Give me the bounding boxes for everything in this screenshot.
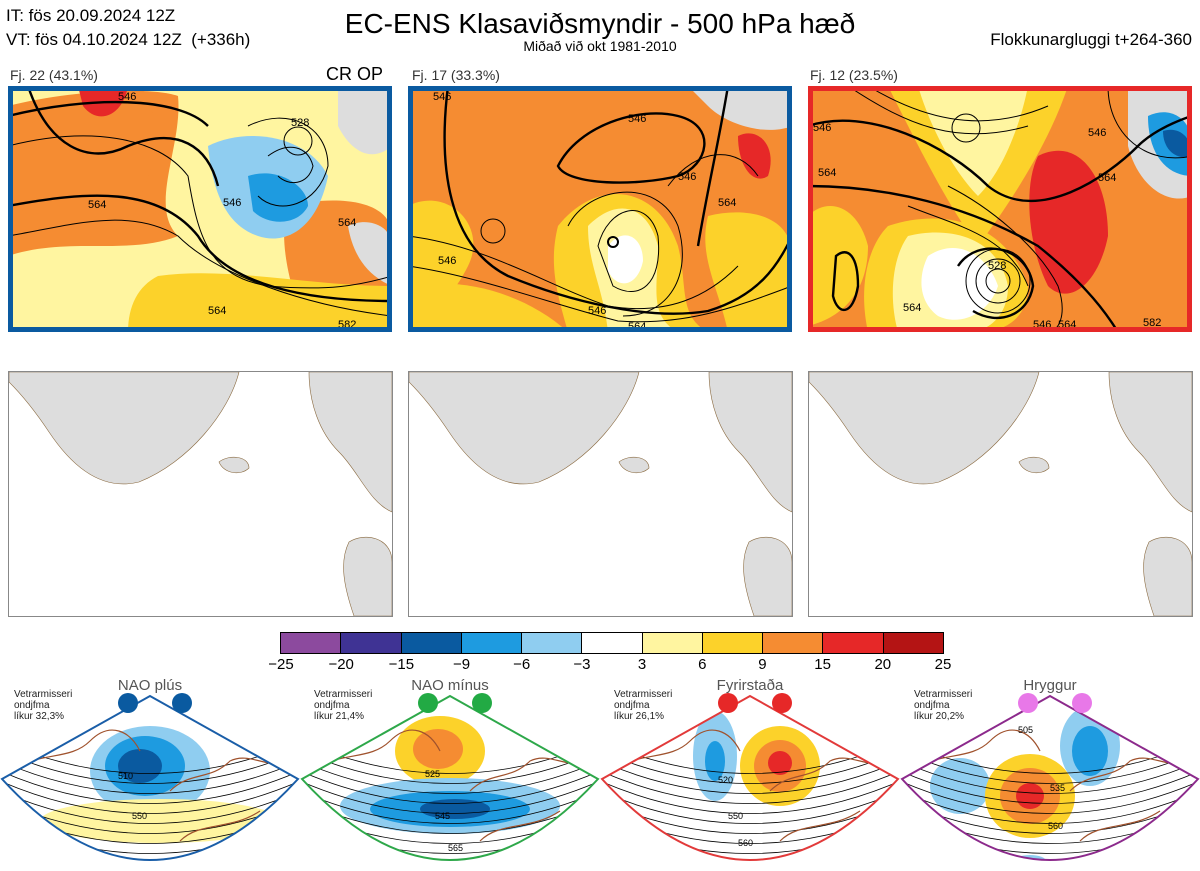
regime-note: Vetrarmisseri ondjfma líkur 20,2% <box>914 689 973 722</box>
cluster-1-frame <box>8 86 392 332</box>
colorbar-swatch <box>340 633 401 653</box>
colorbar-swatch <box>822 633 883 653</box>
cluster-1-contour-label: 564 <box>208 305 226 317</box>
cluster-1-contour-label: 528 <box>291 117 309 129</box>
colorbar-tick-label: 6 <box>698 656 707 673</box>
colorbar <box>280 632 944 654</box>
blank-map-1 <box>8 371 393 617</box>
cluster-1-label: Fj. 22 (43.1%) <box>10 67 98 83</box>
cluster-2-label: Fj. 17 (33.3%) <box>412 67 500 83</box>
valid-time: VT: fös 04.10.2024 12Z (+336h) <box>6 30 251 49</box>
regime-contour-label: 565 <box>448 843 463 853</box>
cluster-3-map: 546 546 564 564 528 564 546 564 582 <box>808 86 1192 332</box>
regime-map: 510 550 <box>0 693 300 861</box>
cluster-2-contour-label: 546 <box>588 305 606 317</box>
regime-dot <box>472 693 492 713</box>
cluster-3-contour-label: 546 <box>813 122 831 134</box>
colorbar-tick-label: −9 <box>452 656 471 673</box>
colorbar-swatch <box>882 633 943 653</box>
blank-map-3 <box>808 371 1193 617</box>
regime-dot <box>418 693 438 713</box>
cluster-1-contour-label: 546 <box>118 91 136 103</box>
cluster-3-frame <box>808 86 1192 332</box>
regime-contour-label: 510 <box>118 771 133 781</box>
regime-dot <box>718 693 738 713</box>
colorbar-swatch <box>701 633 763 653</box>
cluster-1-map: 546 528 546 564 564 564 582 <box>8 86 392 332</box>
regime-map: 520 550 560 <box>600 693 900 861</box>
page-title: EC-ENS Klasaviðsmyndir - 500 hPa hæð <box>344 8 856 39</box>
regime-note: Vetrarmisseri ondjfma líkur 32,3% <box>14 689 73 722</box>
colorbar-swatch <box>281 633 341 653</box>
regime-dot <box>172 693 192 713</box>
regime-note: Vetrarmisseri ondjfma líkur 21,4% <box>314 689 373 722</box>
cluster-3-contour-label: 528 <box>988 260 1006 272</box>
regime-map: 505 535 560 <box>900 693 1200 861</box>
regime-contour-label: 520 <box>718 775 733 785</box>
regime-contour-label: 560 <box>738 838 753 848</box>
regime-contour-label: 550 <box>728 811 743 821</box>
colorbar-tick-label: −3 <box>573 656 591 673</box>
cluster-2-contour-label: 546 <box>438 255 456 267</box>
cluster-3-contour-label: 546 <box>1088 127 1106 139</box>
colorbar-tick-label: 25 <box>934 656 952 673</box>
colorbar-swatch <box>460 633 522 653</box>
regime-title: NAO mínus <box>411 677 489 694</box>
cluster-2-contour-label: 564 <box>628 321 646 332</box>
header-times: IT: fös 20.09.2024 12Z VT: fös 04.10.202… <box>6 4 250 52</box>
colorbar-swatch <box>762 633 823 653</box>
regime-contour-label: 505 <box>1018 725 1033 735</box>
regime-contour-label: 525 <box>425 769 440 779</box>
cluster-3-label: Fj. 12 (23.5%) <box>810 67 898 83</box>
cluster-2-contour-label: 546 <box>678 171 696 183</box>
cluster-3-contour-label: 582 <box>1143 317 1161 329</box>
regime-title: Hryggur <box>1023 677 1077 694</box>
regime-dot <box>772 693 792 713</box>
page-subtitle: Miðað við okt 1981-2010 <box>523 38 677 54</box>
colorbar-tick-label: 3 <box>637 656 647 673</box>
colorbar-tick-label: 20 <box>874 656 892 673</box>
cluster-1-contour-label: 564 <box>338 217 356 229</box>
cluster-1-contour-label: 564 <box>88 199 106 211</box>
regime-contour-label: 545 <box>435 811 450 821</box>
cluster-2-map: 546 546 546 564 546 564 546 <box>408 86 792 332</box>
cluster-2-contour-label: 564 <box>718 197 736 209</box>
regime-note: Vetrarmisseri ondjfma líkur 26,1% <box>614 689 673 722</box>
regime-dot <box>1072 693 1092 713</box>
init-time: IT: fös 20.09.2024 12Z <box>6 6 176 25</box>
colorbar-tick-label: 9 <box>758 656 767 673</box>
colorbar-tick-label: 15 <box>814 656 831 673</box>
colorbar-tick-label: −20 <box>328 656 354 673</box>
colorbar-swatch <box>521 633 582 653</box>
regime-dot <box>118 693 138 713</box>
cluster-1-contour-label: 546 <box>223 197 241 209</box>
cr-op-label: CR OP <box>326 64 384 84</box>
colorbar-swatch <box>400 633 461 653</box>
regime-contour-label: 560 <box>1048 821 1063 831</box>
regime-title: Fyrirstaða <box>716 677 784 694</box>
colorbar-swatch <box>581 633 642 653</box>
blank-map-2 <box>408 371 793 617</box>
cluster-2-frame <box>408 86 792 332</box>
regime-dot <box>1018 693 1038 713</box>
cluster-2-contour-label: 546 <box>628 113 646 125</box>
cluster-3-contour-label: 564 <box>1098 172 1116 184</box>
colorbar-tick-label: −25 <box>268 656 294 673</box>
cluster-3-contour-label: 564 <box>903 302 921 314</box>
regime-contour-label: 535 <box>1050 783 1065 793</box>
regime-map: 525 545 565 <box>300 693 600 861</box>
cluster-2-contour-label: 546 <box>433 91 451 103</box>
regime-contour-label: 550 <box>132 811 147 821</box>
colorbar-tick-label: −15 <box>388 656 415 673</box>
cluster-3-contour-label: 564 <box>818 167 836 179</box>
regime-title: NAO plús <box>117 677 183 694</box>
colorbar-tick-label: −6 <box>513 656 531 673</box>
classification-window: Flokkunargluggi t+264-360 <box>990 30 1192 49</box>
colorbar-swatch <box>641 633 702 653</box>
